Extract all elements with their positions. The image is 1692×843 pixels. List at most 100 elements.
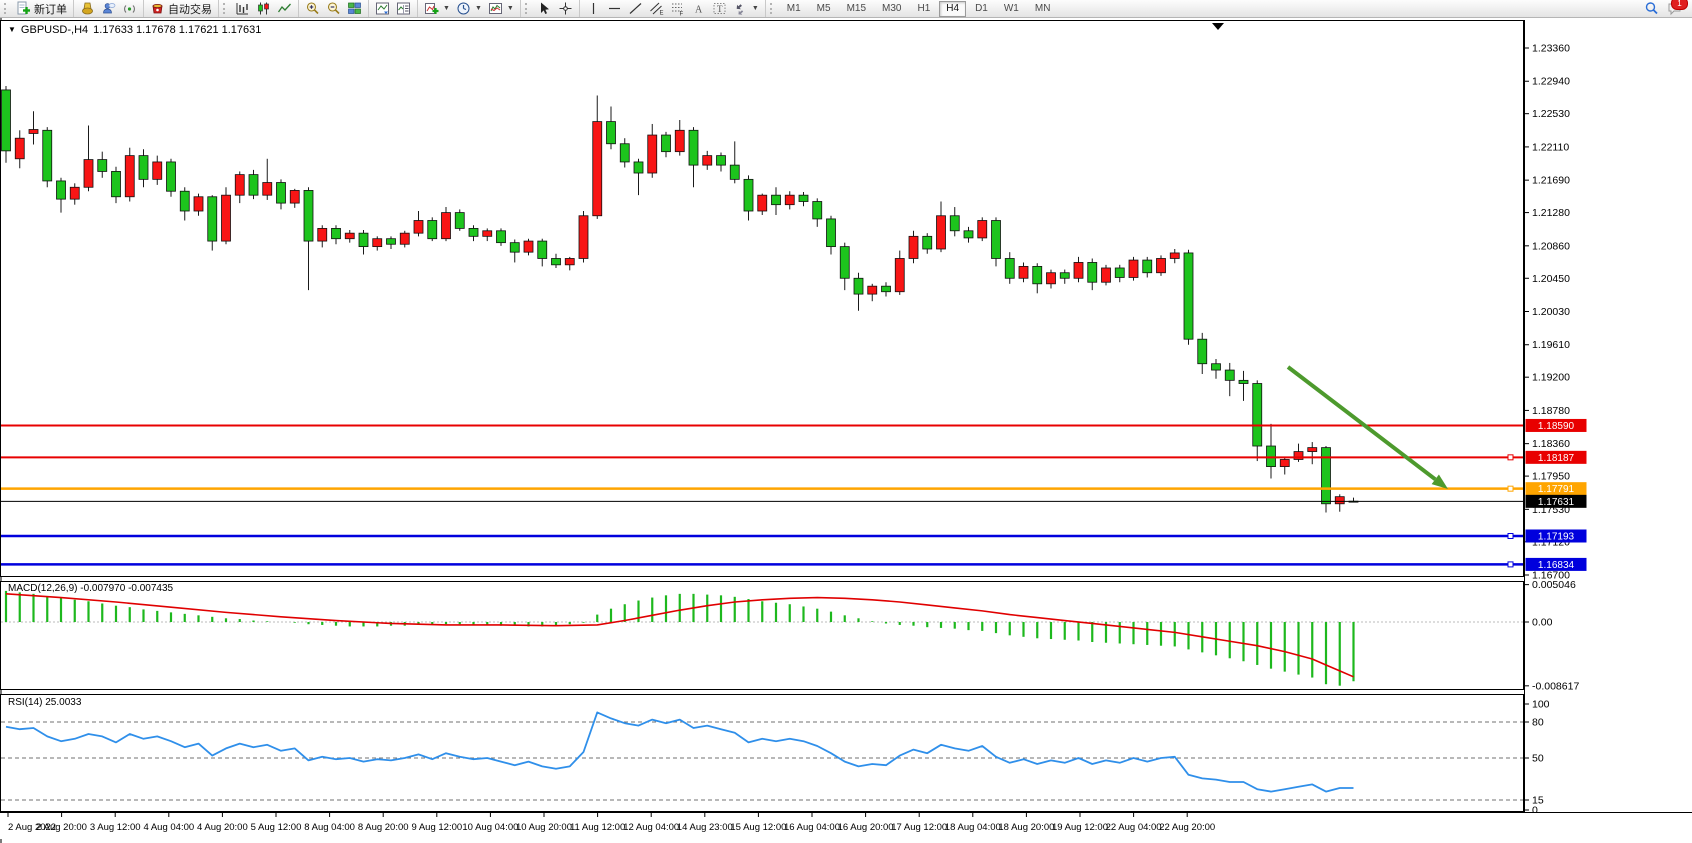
price-line-label: 1.18187	[1538, 453, 1575, 464]
add-indicator-button[interactable]: ▼	[421, 1, 453, 17]
timeframe-H1[interactable]: H1	[917, 2, 931, 14]
horizontal-line-button[interactable]	[604, 1, 625, 17]
chart-shift-marker-icon[interactable]	[1212, 23, 1224, 30]
cursor-button[interactable]	[534, 1, 555, 17]
arrows-button[interactable]: ▼	[730, 1, 762, 17]
rsi-axis-label: 50	[1532, 753, 1544, 765]
trend-arrow-line[interactable]	[1286, 365, 1437, 481]
svg-text:A: A	[695, 5, 703, 16]
axis-tick-label: 1.17950	[1532, 471, 1570, 483]
timeframe-W1[interactable]: W1	[1003, 2, 1019, 14]
main-panel[interactable]	[0, 20, 1524, 577]
chevron-down-icon[interactable]: ▼	[8, 25, 16, 34]
crosshair-button[interactable]	[555, 1, 576, 17]
autotrading-button[interactable]: 自动交易	[147, 1, 215, 17]
search-icon[interactable]	[1644, 1, 1659, 16]
timeframe-H4[interactable]: H4	[939, 0, 967, 17]
indicator-window-button[interactable]	[372, 1, 393, 17]
price-line-label: 1.17193	[1538, 531, 1575, 542]
toolbar-gripper[interactable]	[524, 3, 531, 14]
candle-body	[111, 171, 121, 198]
chevron-down-icon[interactable]: ▼	[506, 5, 514, 12]
axis-tick-label: 1.18360	[1532, 438, 1570, 450]
text-button[interactable]: A	[688, 1, 709, 17]
line-handle[interactable]	[1507, 561, 1514, 568]
candle-body	[1004, 258, 1015, 279]
candle-body	[1059, 272, 1070, 279]
seal-button[interactable]	[77, 1, 98, 17]
price-chart[interactable]: 1.23360 1.22940 1.22530 1.22110 1.21690 1.212…	[0, 17, 1692, 843]
toolbar-gripper[interactable]	[223, 3, 229, 14]
trendline-button[interactable]	[625, 1, 646, 17]
signal-icon	[124, 5, 135, 13]
candle-body	[1114, 267, 1125, 278]
timeframe-M5[interactable]: M5	[816, 2, 831, 14]
candle-body	[303, 190, 314, 242]
template-button[interactable]: ▼	[485, 1, 517, 17]
new-order-button[interactable]: 新订单	[13, 1, 70, 17]
zoom-out-button[interactable]	[323, 1, 344, 17]
candle-body	[276, 182, 286, 204]
date-label: 2 Aug 2022	[8, 822, 56, 833]
fibonacci-icon: F	[671, 3, 683, 16]
candlestick-chart-button[interactable]	[253, 1, 274, 17]
zoom-in-button[interactable]	[302, 1, 323, 17]
period-selector-button[interactable]: ▼	[453, 1, 485, 17]
text-label-button[interactable]: T	[709, 1, 730, 17]
zoom-out-icon	[327, 2, 340, 15]
equidistant-channel-icon: E	[649, 2, 663, 16]
signal-button[interactable]	[119, 1, 140, 17]
tile-windows-button[interactable]	[344, 1, 365, 17]
candle-body	[812, 201, 823, 220]
chevron-down-icon[interactable]: ▼	[751, 5, 759, 12]
date-label: 14 Aug 23:00	[677, 822, 733, 833]
candle-body	[894, 258, 905, 293]
rsi-panel[interactable]	[0, 694, 1524, 812]
trend-arrow-head[interactable]	[1431, 474, 1448, 489]
candle-body	[1073, 262, 1084, 279]
candle-body	[28, 129, 39, 134]
publisher-button[interactable]	[98, 1, 119, 17]
candle-body	[1252, 383, 1263, 447]
rsi-axis-label: 100	[1532, 699, 1550, 711]
timeframe-MN[interactable]: MN	[1034, 2, 1051, 14]
bar-chart-button[interactable]	[232, 1, 253, 17]
axis-tick-label: 1.20450	[1532, 273, 1570, 285]
fibonacci-button[interactable]: F	[667, 1, 688, 17]
toolbar-gripper[interactable]	[4, 3, 10, 14]
rsi-axis-label: 0	[1532, 805, 1538, 817]
chevron-down-icon[interactable]: ▼	[474, 5, 482, 12]
candle-body	[1018, 265, 1029, 279]
candle-body	[1238, 379, 1249, 384]
line-handle[interactable]	[1507, 454, 1514, 461]
candle-body	[496, 230, 506, 244]
timeframe-M1[interactable]: M1	[786, 2, 801, 14]
date-label: 2 Aug 20:00	[36, 822, 87, 833]
macd-panel[interactable]	[0, 581, 1524, 690]
price-line-label: 1.17631	[1538, 497, 1575, 508]
candle-body	[386, 238, 396, 245]
axis-tick-label: 1.19200	[1532, 372, 1570, 384]
line-chart-button[interactable]	[274, 1, 295, 17]
vertical-line-button[interactable]	[583, 1, 604, 17]
timeframe-D1[interactable]: D1	[975, 2, 988, 14]
rsi-indicator: 100 80 50 150	[1, 699, 1550, 817]
candle-body	[592, 121, 603, 217]
line-handle[interactable]	[1507, 485, 1514, 492]
macd-axis-label: 0.00	[1532, 617, 1553, 629]
candle-body	[1321, 447, 1331, 505]
data-window-button[interactable]	[393, 1, 414, 17]
candle-body	[221, 194, 231, 242]
candle-body	[716, 155, 726, 166]
chat-button[interactable]: 1	[1667, 0, 1688, 16]
line-handle[interactable]	[1507, 532, 1514, 539]
price-line-label: 1.17791	[1538, 484, 1575, 495]
timeframe-M30[interactable]: M30	[882, 2, 902, 14]
timeframe-M15[interactable]: M15	[846, 2, 867, 14]
date-label: 16 Aug 20:00	[838, 822, 894, 833]
toolbar-gripper[interactable]	[769, 3, 776, 14]
chevron-down-icon[interactable]: ▼	[443, 5, 450, 12]
timeframe-row: M1 M5 M15 M30 H1 H4 D1 W1 MN	[779, 0, 1059, 17]
equidistant-channel-button[interactable]: E	[646, 1, 667, 17]
